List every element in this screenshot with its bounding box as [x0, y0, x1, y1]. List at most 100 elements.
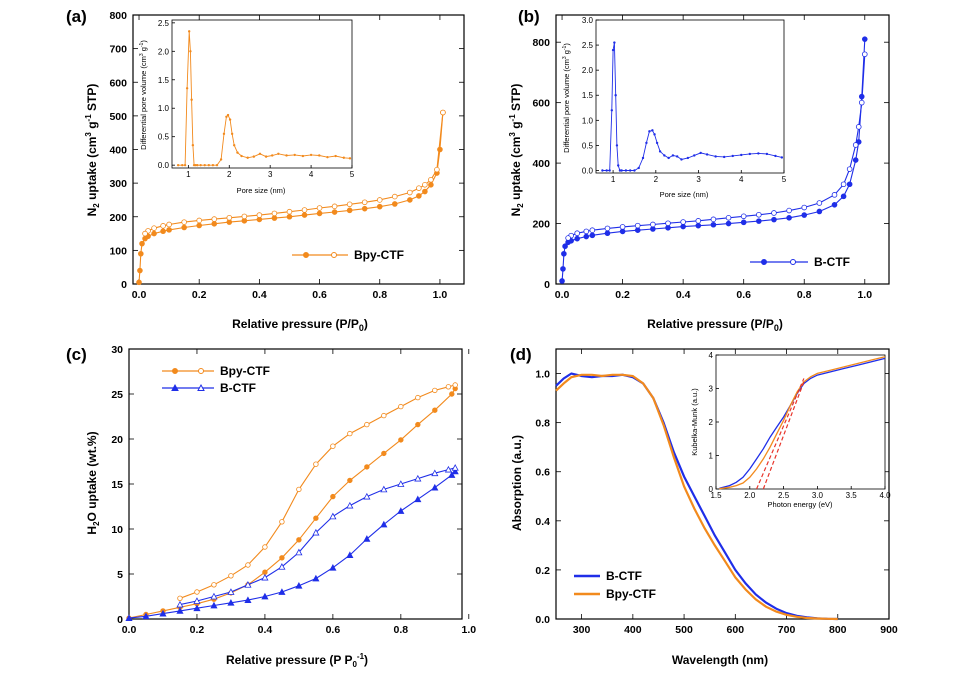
panel-b-b-ctf-desorption-point	[680, 219, 686, 225]
panel-b-inset-b-ctf-curve-point	[705, 153, 709, 156]
panel-b-inset-b-ctf-curve-point	[765, 152, 769, 156]
panel-c-bpy-ctf-adsorption-point	[279, 555, 285, 561]
panel-b-inset-b-ctf-curve-point	[613, 41, 616, 44]
panel-b-b-ctf-adsorption-point	[771, 216, 777, 223]
panel-a-inset-bpy-ctf-curve-point	[190, 98, 193, 101]
panel-b-b-ctf-desorption-point	[589, 227, 596, 234]
panel-b-inset-b-ctf-curve-point	[667, 156, 670, 160]
panel-c-b-ctf-desorption-point	[193, 597, 201, 604]
panel-c-label: (c)	[66, 345, 87, 364]
panel-c-b-ctf-desorption-point	[244, 581, 252, 588]
panel-b-b-ctf-adsorption-point	[562, 243, 568, 250]
panel-b-b-ctf-desorption-point	[786, 207, 792, 214]
panel-a-legend: Bpy-CTF	[292, 248, 404, 262]
panel-b-b-ctf-adsorption-point	[861, 36, 868, 42]
panel-c-bpy-ctf-adsorption-point	[364, 464, 370, 470]
panel-d-plot-frame	[555, 348, 890, 620]
panel-b-x-tick-label: 1.0	[857, 289, 872, 301]
panel-b-inset-b-ctf-curve-point	[641, 156, 645, 160]
panel-a-bpy-ctf-desorption-point	[196, 217, 203, 224]
panel-c-bpy-ctf-adsorption-point	[398, 437, 404, 443]
panel-b-inset-b-ctf-curve-point	[618, 169, 622, 172]
panel-a-label: (a)	[66, 7, 87, 26]
panel-d-x-tick-label: 600	[727, 624, 745, 636]
panel-d-x-tick-label: 700	[778, 624, 796, 636]
panel-b-inset-b-ctf-curve-point	[655, 141, 659, 145]
panel-c-b-ctf-desorption-point	[444, 465, 452, 473]
panel-b-b-ctf-desorption-point	[816, 200, 823, 206]
panel-b-inset-y-tick-label: 0.0	[582, 166, 594, 175]
panel-a-inset-bpy-ctf-curve-point	[232, 144, 236, 147]
panel-c-bpy-ctf-adsorption-point	[330, 493, 336, 500]
panel-b-b-ctf-desorption-point	[695, 218, 702, 224]
panel-a-bpy-ctf-adsorption-point	[211, 221, 218, 227]
panel-c-b-ctf-adsorption-point	[295, 581, 303, 589]
panel-b-inset-x-label: Pore size (nm)	[660, 190, 709, 199]
panel-d-y-tick-label: 0.8	[535, 418, 550, 430]
panel-a-inset-bpy-ctf-curve-point	[236, 151, 239, 154]
panel-b-b-ctf-adsorption-point	[650, 226, 656, 232]
panel-d-inset-x-label: Photon energy (eV)	[767, 500, 833, 509]
panel-a-inset-bpy-ctf-curve-point	[342, 156, 346, 159]
panel-b-b-ctf-adsorption-point	[604, 230, 611, 237]
panel-c-b-ctf-adsorption-point	[451, 467, 459, 475]
panel-b-inset-b-ctf-curve-point	[637, 166, 640, 170]
panel-c-b-ctf-adsorption-point	[414, 495, 422, 503]
panel-b-b-ctf-adsorption-point	[561, 250, 567, 257]
panel-b-b-ctf-adsorption-point	[756, 218, 762, 224]
panel-b-b-ctf-adsorption-point	[801, 212, 808, 218]
panel-a-bpy-ctf-desorption-point	[391, 193, 398, 200]
panel-a-inset-x-tick-label: 1	[186, 170, 191, 179]
panel-c-bpy-ctf-desorption-point	[279, 519, 285, 525]
panel-d-inset-x-tick-label: 2.0	[744, 491, 756, 500]
panel-b-b-ctf-desorption-point	[840, 181, 847, 188]
panel-b-inset-b-ctf-curve-point	[658, 150, 662, 153]
panel-c-y-tick-label: 30	[111, 344, 123, 356]
panel-b-y-axis-label: N2 uptake (cm3 g-1 STP)	[508, 84, 525, 217]
panel-a-inset-bpy-ctf-curve-point	[226, 113, 230, 117]
panel-b-x-tick-label: 0.2	[615, 289, 630, 301]
panel-a-bpy-ctf-adsorption-point	[428, 182, 434, 188]
panel-c-b-ctf-adsorption-point	[431, 483, 439, 491]
panel-c-b-ctf-desorption-point	[397, 480, 405, 487]
panel-b-inset-x-tick-label: 1	[611, 175, 616, 184]
panel-a-inset-y-tick-label: 2.5	[158, 19, 170, 28]
panel-b-b-ctf-adsorption-point	[680, 223, 686, 230]
panel-c-b-ctf-desorption-point	[261, 573, 269, 581]
panel-c-b-ctf-adsorption-point	[380, 520, 388, 528]
panel-b-b-ctf-adsorption-point	[619, 228, 626, 235]
panel-b-inset-b-ctf-curve-point	[693, 154, 696, 157]
panel-a-inset-bpy-ctf-curve-point	[240, 154, 243, 158]
panel-d-y-tick-label: 1.0	[535, 369, 550, 381]
panel-c-b-ctf-adsorption-point	[278, 588, 286, 595]
panel-a-inset-bpy-ctf-curve-point	[211, 163, 215, 167]
panel-a-y-tick-label: 800	[109, 10, 127, 22]
panel-b-inset-y-tick-label: 1.5	[582, 91, 594, 100]
panel-a-inset-bpy-ctf-curve-point	[334, 154, 337, 158]
panel-a-bpy-ctf-desorption-point	[416, 185, 422, 191]
panel-d-label: (d)	[510, 345, 532, 364]
panel-a-x-tick-label: 0.6	[312, 289, 327, 301]
panel-b-inset-b-ctf-curve-point	[757, 152, 760, 155]
panel-b-inset-b-ctf-curve-point	[675, 155, 679, 158]
panel-c-bpy-ctf-adsorption-point	[381, 450, 387, 457]
panel-b-inset-y-tick-label: 3.0	[582, 16, 594, 25]
panel-a-bpy-ctf-adsorption-point	[437, 146, 443, 153]
panel-b-b-ctf-desorption-point	[665, 220, 671, 227]
panel-a-inset-x-tick-label: 5	[350, 170, 355, 179]
panel-a-bpy-ctf-desorption-point	[346, 201, 353, 208]
panel-b-inset-b-ctf-curve-point	[610, 109, 614, 112]
panel-a-inset-y-tick-label: 2.0	[158, 47, 170, 56]
panel-c-bpy-ctf-desorption-point	[211, 582, 217, 588]
panel-d-inset-fit-line-0	[756, 378, 805, 490]
panel-b-x-axis-label: Relative pressure (P/P0)	[647, 317, 783, 333]
legend-marker-open-triangle	[197, 383, 205, 391]
legend-marker-filled	[303, 252, 309, 258]
panel-a-inset-plot-frame	[171, 19, 353, 169]
panel-a-y-tick-label: 700	[109, 44, 127, 56]
panel-b-b-ctf-desorption-point	[634, 222, 641, 229]
panel-c-b-ctf-desorption-point	[346, 501, 354, 509]
panel-a-inset-y-label: Differential pore volume (cm3 g-1)	[139, 40, 148, 150]
panel-a-bpy-ctf-adsorption-point	[391, 201, 398, 207]
panel-b-b-ctf-adsorption-point	[559, 278, 565, 284]
